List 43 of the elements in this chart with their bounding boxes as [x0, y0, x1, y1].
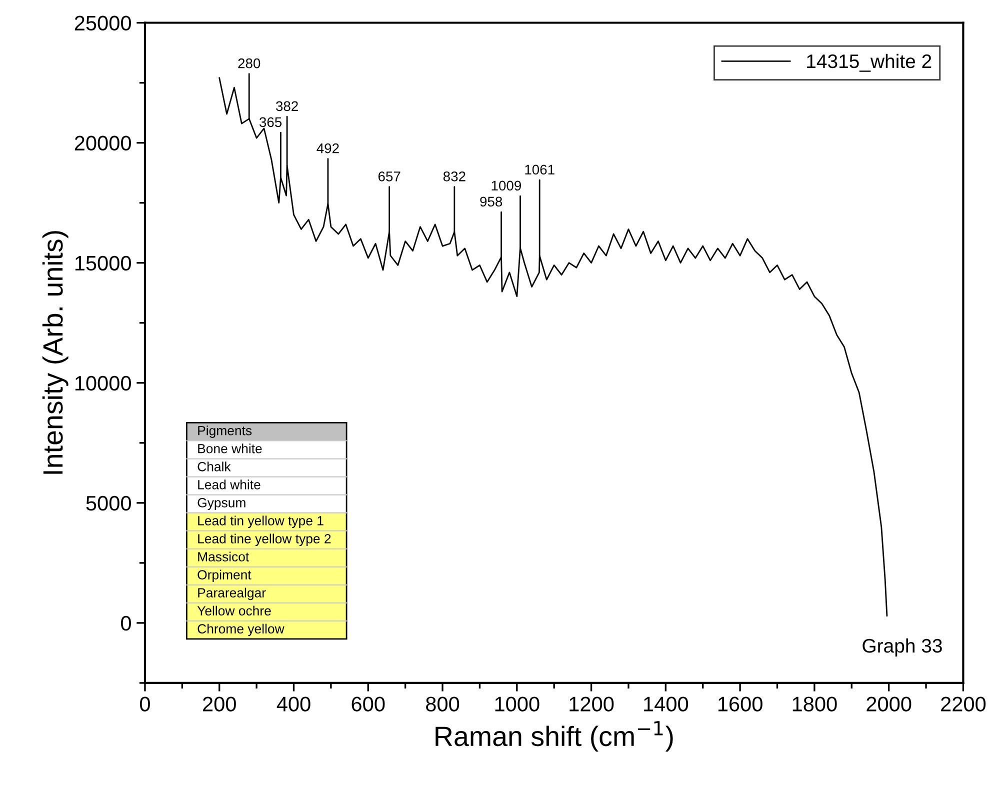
annotation: Bone white [198, 444, 262, 454]
x-tick-label: 1800 [792, 696, 837, 712]
annotation: 1009 [492, 180, 521, 191]
annotation: 365 [259, 117, 282, 128]
x-tick-label: 0 [140, 696, 150, 712]
x-tick-label: 400 [276, 696, 310, 712]
x-tick-label: 1000 [495, 696, 540, 712]
annotation: Gypsum [198, 498, 246, 510]
annotation: 382 [276, 101, 298, 112]
annotation: Massicot [198, 552, 250, 562]
annotation: Orpiment [198, 570, 252, 582]
x-tick-label: 600 [352, 696, 385, 712]
x-axis-title: Raman shift (cm$^{−1}$) [436, 721, 673, 752]
x-tick-label: 2000 [866, 696, 912, 712]
annotation: Chrome yellow [198, 624, 284, 636]
annotation: 958 [480, 196, 502, 207]
x-tick-label: 200 [203, 696, 236, 712]
annotation: 1061 [525, 164, 554, 175]
y-tick-label: 25000 [74, 16, 131, 31]
annotation: 657 [378, 172, 400, 182]
legend-label: 14315_white 2 [807, 54, 932, 72]
y-tick-label: 0 [121, 616, 131, 631]
annotation: Lead white [198, 480, 260, 490]
x-tick-label: 1400 [644, 696, 688, 712]
y-tick-label: 20000 [74, 136, 131, 151]
y-tick-label: 15000 [75, 256, 131, 271]
annotation: Chalk [198, 462, 231, 472]
x-tick-label: 1600 [718, 696, 762, 712]
annotation: Yellow ochre [197, 606, 271, 616]
y-tick-label: 5000 [86, 496, 131, 511]
annotation: Pigments [198, 426, 252, 438]
annotation: Lead tin yellow type 1 [198, 516, 324, 528]
annotation: Pararealgar [198, 588, 266, 600]
annotation: 280 [238, 58, 260, 68]
y-tick-label: 10000 [75, 376, 131, 391]
annotation: Graph 33 [862, 638, 942, 657]
x-tick-label: 800 [426, 696, 460, 712]
annotation: Lead tine yellow type 2 [198, 534, 331, 546]
x-tick-label: 2200 [941, 696, 986, 712]
annotation: 492 [316, 143, 339, 154]
annotation: 832 [443, 172, 466, 182]
y-axis-title: Intensity (Arb. units) [42, 231, 68, 474]
x-tick-label: 1200 [570, 696, 614, 712]
